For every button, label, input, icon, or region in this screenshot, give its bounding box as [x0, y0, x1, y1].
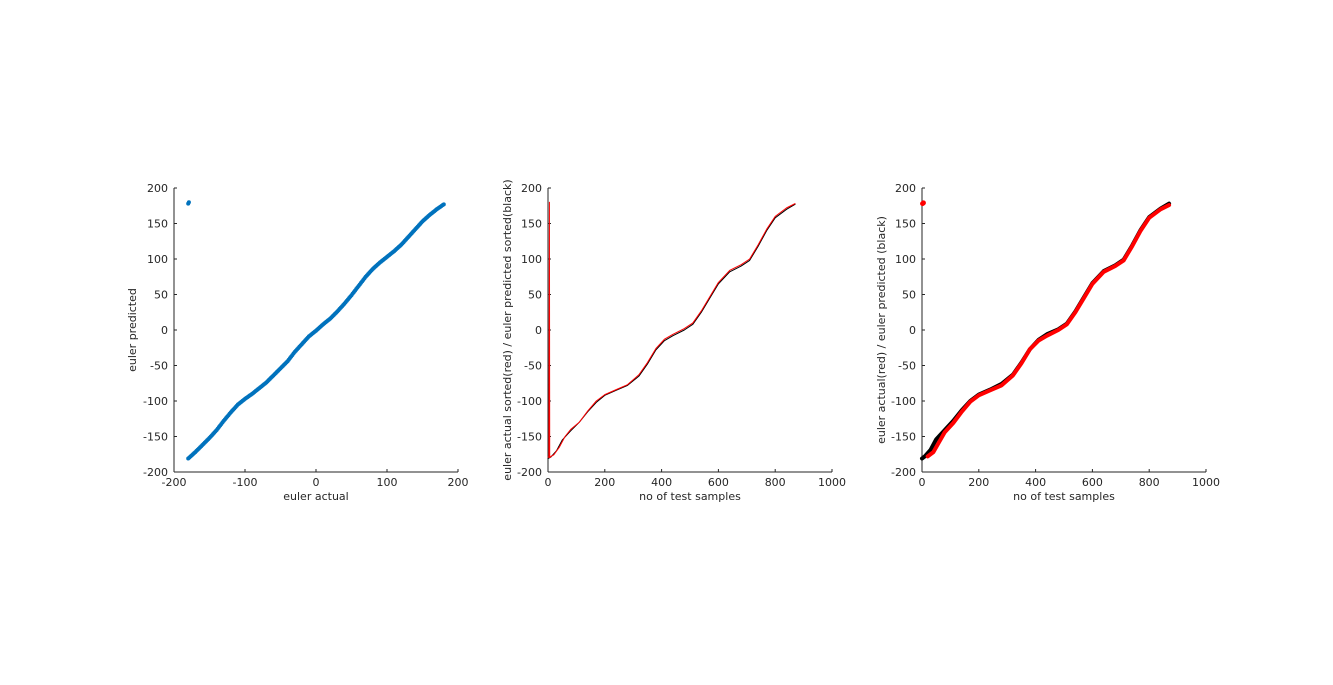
y-tick-label: -100 [891, 395, 916, 408]
series-0 [186, 200, 446, 461]
x-tick-label: -200 [162, 476, 187, 489]
data-point [341, 303, 346, 308]
x-tick-label: 400 [1025, 476, 1046, 489]
data-point [186, 200, 191, 205]
y-tick-label: 200 [521, 182, 542, 195]
data-point [284, 360, 289, 365]
series-0 [920, 201, 1172, 461]
data-point [291, 351, 296, 356]
y-tick-label: 100 [521, 253, 542, 266]
data-point [348, 294, 353, 299]
x-axis-label: no of test samples [1013, 490, 1115, 503]
y-axis-label: euler actual sorted(red) / euler predict… [501, 179, 514, 480]
data-point [298, 343, 303, 348]
y-tick-label: -50 [898, 360, 916, 373]
data-point [220, 420, 225, 425]
x-tick-label: 200 [968, 476, 989, 489]
x-tick-label: 600 [708, 476, 729, 489]
y-tick-label: 50 [528, 289, 542, 302]
series-1 [920, 200, 1172, 459]
x-tick-label: 400 [651, 476, 672, 489]
y-tick-label: 200 [147, 182, 168, 195]
series-0 [547, 203, 796, 460]
scatter-panel: -200 -100 0 100 200 -200 -150 -100 -50 0 50 100 150 2… [126, 182, 469, 503]
x-tick-label: 0 [313, 476, 320, 489]
y-tick-label: 200 [895, 182, 916, 195]
data-point [440, 203, 445, 208]
y-tick-label: -100 [143, 395, 168, 408]
x-tick-label: 1000 [1192, 476, 1220, 489]
x-tick-label: 800 [1139, 476, 1160, 489]
y-tick-label: -200 [143, 466, 168, 479]
x-tick-label: 800 [765, 476, 786, 489]
y-tick-label: 50 [154, 289, 168, 302]
series-1 [547, 201, 796, 459]
series-line [547, 203, 796, 460]
data-point [213, 429, 218, 434]
y-tick-label: 0 [535, 324, 542, 337]
y-tick-label: -150 [891, 431, 916, 444]
y-tick-label: -100 [517, 395, 542, 408]
data-point [355, 285, 360, 290]
data-point [362, 276, 367, 281]
data-point [334, 310, 339, 315]
y-axis-label: euler actual(red) / euler predicted (bla… [875, 216, 888, 444]
y-tick-label: 100 [147, 253, 168, 266]
y-tick-label: 150 [895, 218, 916, 231]
y-tick-label: -50 [150, 360, 168, 373]
data-point [920, 200, 926, 206]
y-tick-label: -200 [517, 466, 542, 479]
data-point [206, 437, 211, 442]
y-tick-label: 50 [902, 289, 916, 302]
y-tick-label: 150 [147, 218, 168, 231]
x-tick-label: -100 [233, 476, 258, 489]
y-tick-label: -150 [143, 431, 168, 444]
x-axis-label: euler actual [283, 490, 348, 503]
x-axis-label: no of test samples [639, 490, 741, 503]
x-tick-label: 1000 [818, 476, 846, 489]
y-tick-label: 100 [895, 253, 916, 266]
x-tick-label: 100 [377, 476, 398, 489]
y-tick-label: 150 [521, 218, 542, 231]
sorted-line-panel: 0 200 400 600 800 1000 -200 -150 -100 -50 0 50 100 15… [501, 179, 846, 503]
y-axis-label: euler predicted [126, 288, 139, 372]
x-tick-label: 0 [919, 476, 926, 489]
series-line [925, 203, 1172, 459]
series-line [547, 201, 796, 459]
y-tick-label: -200 [891, 466, 916, 479]
x-tick-label: 600 [1082, 476, 1103, 489]
y-tick-label: -150 [517, 431, 542, 444]
y-tick-label: 0 [909, 324, 916, 337]
series-line [920, 201, 1172, 461]
y-tick-label: -50 [524, 360, 542, 373]
x-tick-label: 200 [448, 476, 469, 489]
x-tick-label: 200 [594, 476, 615, 489]
y-tick-label: 0 [161, 324, 168, 337]
data-point [412, 228, 417, 233]
data-point [405, 236, 410, 241]
actual-predicted-panel: 0 200 400 600 800 1000 -200 -150 -100 -50 0 50 100 15… [875, 182, 1220, 503]
data-point [227, 411, 232, 416]
x-tick-label: 0 [545, 476, 552, 489]
